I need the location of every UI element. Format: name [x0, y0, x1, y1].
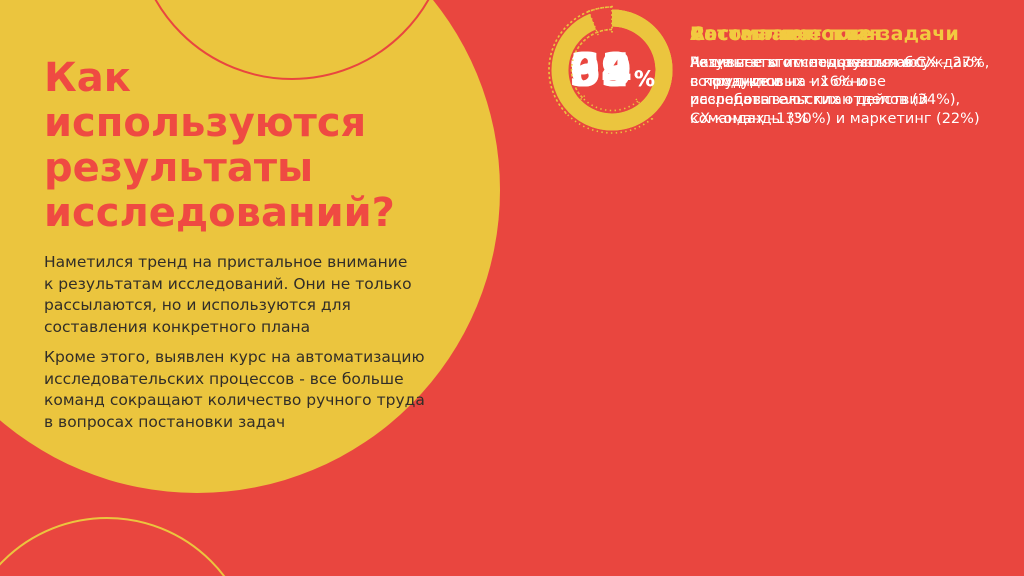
stat-description: Активнее этим пользуются в CX – 27%, в п… — [690, 55, 990, 127]
donut-center-label: 39 % — [542, 0, 682, 140]
remainder-tick-1 — [563, 95, 586, 116]
percent-value: 39 — [568, 43, 633, 97]
percent-value: 94 — [568, 43, 633, 97]
donut-center-label: 63 % — [542, 0, 682, 140]
stat-text-block: Рассылают отчет Чаще всего отчеты рассыл… — [690, 23, 1002, 128]
donut-center-label: 94 % — [542, 0, 682, 140]
stat-description: Результаты исследования обсуждают в кома… — [690, 55, 983, 109]
remainder-tick-1 — [587, 8, 599, 36]
stat-row-automatic-tasks: 39 % Автоматические задачи Активнее этим… — [542, 0, 1002, 150]
stat-heading: Автоматические задачи — [690, 23, 959, 45]
stat-row-make-plan: 94 % Составляют план Результаты исследов… — [542, 0, 1002, 150]
remainder-inner-arc — [570, 28, 613, 99]
donut-chart-automatic-tasks: 39 % — [542, 0, 682, 140]
stat-description: Чаще всего отчеты рассылают сотрудники и… — [690, 55, 980, 127]
donut-svg — [548, 4, 673, 134]
remainder-inner-arc — [570, 28, 639, 112]
intro-paragraph-2: Кроме этого, выявлен курс на автоматизац… — [44, 348, 425, 431]
yellow-ring-decoration — [0, 517, 255, 576]
percent-sign: % — [633, 67, 656, 91]
remainder-outer-arc — [548, 6, 653, 134]
stat-heading: Рассылают отчет — [690, 23, 884, 45]
stat-text-block: Составляют план Результаты исследования … — [690, 23, 1002, 110]
remainder-outer-arc — [548, 6, 613, 114]
intro-paragraph-1: Наметился тренд на пристальное внимание … — [44, 253, 412, 336]
percent-sign: % — [633, 67, 656, 91]
percent-value: 63 — [568, 43, 633, 97]
left-panel: Как используются результаты исследований… — [44, 56, 454, 442]
stat-heading: Составляют план — [690, 23, 883, 45]
percent-sign: % — [633, 67, 656, 91]
stat-text-block: Автоматические задачи Активнее этим поль… — [690, 23, 1002, 128]
stat-row-send-report: 63 % Рассылают отчет Чаще всего отчеты р… — [542, 0, 1002, 150]
value-arc — [611, 9, 673, 117]
remainder-tick-1 — [635, 98, 655, 122]
page-title: Как используются результаты исследований… — [44, 55, 395, 236]
